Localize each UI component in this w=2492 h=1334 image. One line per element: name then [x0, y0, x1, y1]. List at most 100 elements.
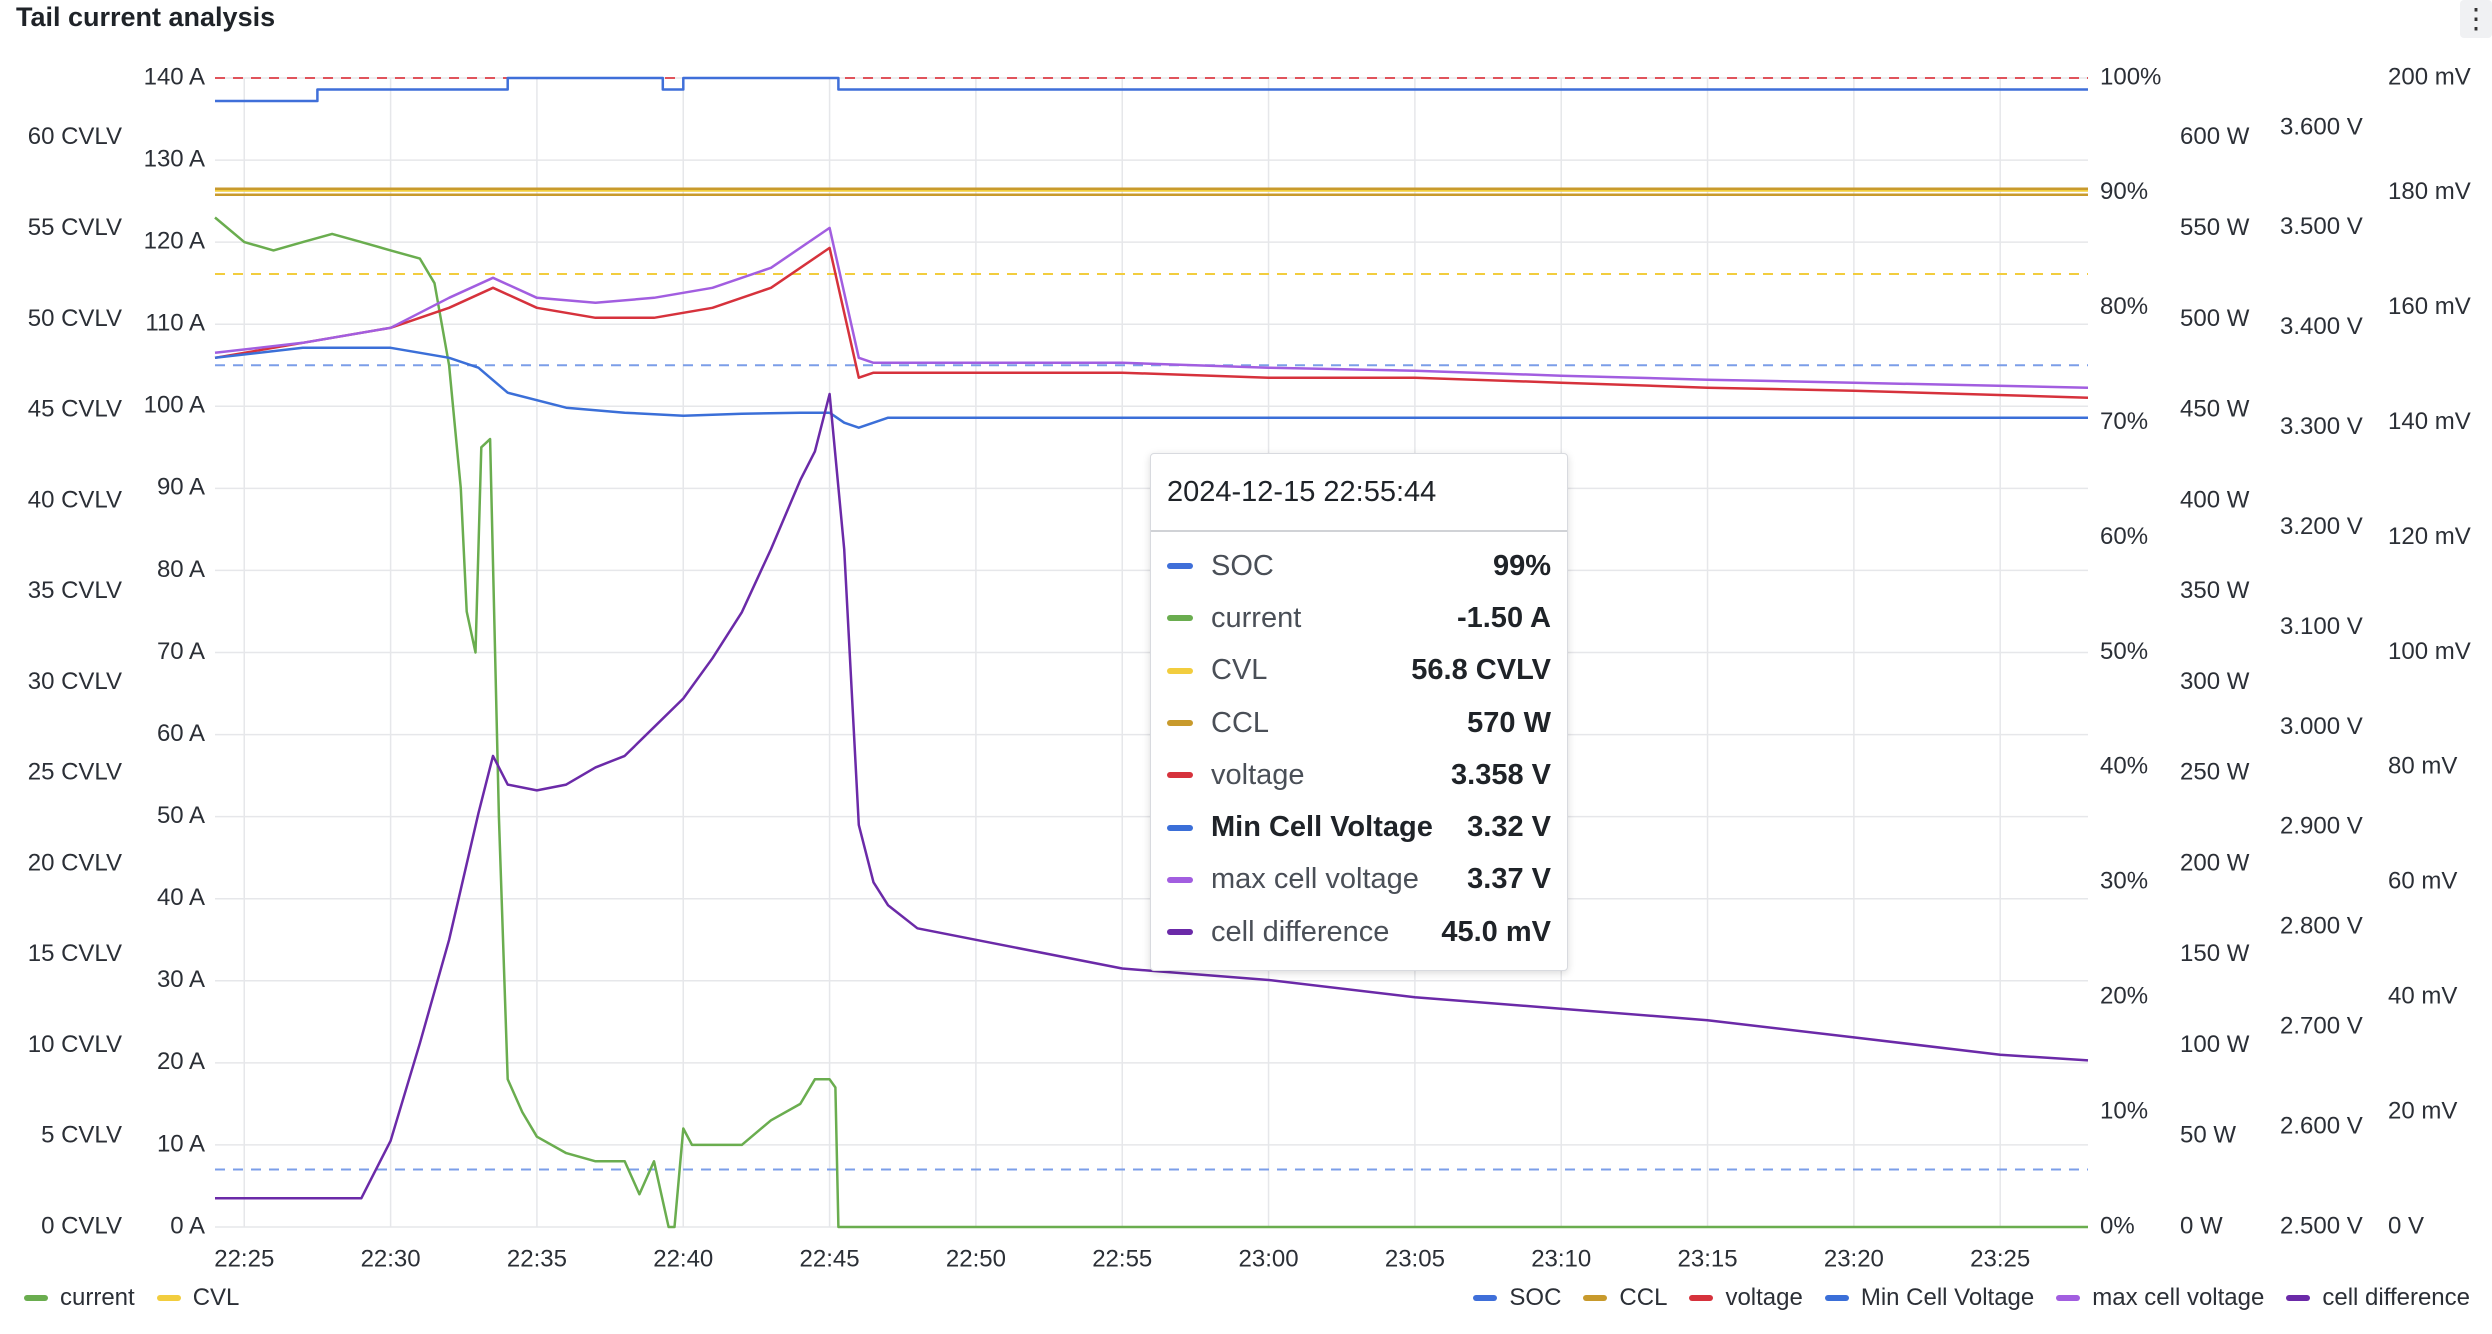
y-tick-volts: 2.900 V — [2280, 813, 2363, 840]
legend-item-max-cell-voltage[interactable]: max cell voltage — [2056, 1284, 2264, 1312]
tooltip-series-name: CCL — [1211, 706, 1270, 739]
tooltip-series-name: cell difference — [1211, 915, 1390, 948]
series-min-cell-voltage — [214, 346, 2088, 429]
y-tick-mv: 140 mV — [2388, 408, 2471, 435]
y-tick-cvlv: 5 CVLV — [41, 1122, 122, 1149]
legend-swatch-icon — [24, 1295, 48, 1301]
y-tick-watts: 200 W — [2180, 849, 2250, 876]
legend-left: current CVL — [24, 1281, 261, 1315]
y-tick-watts: 450 W — [2180, 396, 2250, 423]
x-tick-label: 22:55 — [1092, 1245, 1152, 1272]
x-tick-label: 23:15 — [1678, 1245, 1738, 1272]
legend-swatch-icon — [2056, 1295, 2081, 1301]
x-tick-label: 22:25 — [214, 1245, 274, 1272]
legend-item-soc[interactable]: SOC — [1473, 1284, 1561, 1312]
series-lines — [214, 76, 2089, 1229]
y-tick-percent: 30% — [2100, 868, 2148, 895]
tooltip-series-value: 56.8 CVLV — [1411, 654, 1551, 687]
panel-menu-button[interactable]: ⋮ — [2460, 0, 2492, 38]
y-tick-volts: 2.800 V — [2280, 913, 2363, 940]
tooltip-series-name: SOC — [1211, 549, 1274, 582]
legend-item-voltage[interactable]: voltage — [1689, 1284, 1803, 1312]
tooltip-series-name: current — [1211, 601, 1302, 634]
y-tick-amps: 70 A — [157, 638, 205, 665]
y-tick-watts: 250 W — [2180, 759, 2250, 786]
legend-swatch-icon — [1689, 1295, 1714, 1301]
y-tick-watts: 100 W — [2180, 1031, 2250, 1058]
tooltip-row: SOC 99% — [1151, 540, 1567, 592]
y-tick-watts: 350 W — [2180, 577, 2250, 604]
series-swatch-icon — [1167, 876, 1193, 883]
tooltip-row: cell difference 45.0 mV — [1151, 906, 1567, 958]
y-tick-mv: 120 mV — [2388, 523, 2471, 550]
y-tick-amps: 90 A — [157, 474, 205, 501]
x-tick-label: 23:20 — [1824, 1245, 1884, 1272]
x-tick-label: 23:05 — [1385, 1245, 1445, 1272]
y-tick-mv: 60 mV — [2388, 868, 2457, 895]
y-tick-mv: 160 mV — [2388, 293, 2471, 320]
legend-swatch-icon — [1473, 1295, 1498, 1301]
y-tick-amps: 120 A — [144, 227, 205, 254]
y-tick-cvlv: 10 CVLV — [28, 1031, 122, 1058]
y-tick-amps: 10 A — [157, 1130, 205, 1157]
legend-item-current[interactable]: current — [24, 1284, 135, 1312]
y-tick-volts: 3.000 V — [2280, 713, 2363, 740]
series-voltage — [214, 246, 2089, 399]
y-tick-watts: 600 W — [2180, 123, 2250, 150]
legend-item-ccl[interactable]: CCL — [1583, 1284, 1667, 1312]
y-tick-watts: 500 W — [2180, 305, 2250, 332]
y-tick-amps: 80 A — [157, 556, 205, 583]
tooltip-series-value: -1.50 A — [1456, 601, 1551, 634]
legend-swatch-icon — [1583, 1295, 1608, 1301]
y-tick-percent: 60% — [2100, 523, 2148, 550]
legend-item-cell-difference[interactable]: cell difference — [2286, 1284, 2470, 1312]
tooltip-series-name: max cell voltage — [1211, 863, 1419, 896]
y-tick-percent: 10% — [2100, 1097, 2148, 1124]
tooltip-series-name: voltage — [1211, 758, 1305, 791]
y-tick-volts: 3.400 V — [2280, 313, 2363, 340]
y-tick-percent: 100% — [2100, 63, 2161, 90]
y-tick-cvlv: 15 CVLV — [28, 940, 122, 967]
legend-swatch-icon — [2286, 1295, 2311, 1301]
x-tick-label: 22:50 — [946, 1245, 1006, 1272]
legend-label: voltage — [1725, 1284, 1803, 1311]
legend-swatch-icon — [156, 1295, 181, 1301]
y-tick-cvlv: 55 CVLV — [28, 214, 122, 241]
y-tick-amps: 110 A — [145, 310, 205, 337]
tooltip-row: voltage 3.358 V — [1151, 749, 1567, 801]
x-tick-label: 22:30 — [361, 1245, 421, 1272]
y-tick-mv: 180 mV — [2388, 178, 2471, 205]
panel-title: Tail current analysis — [16, 2, 276, 32]
y-tick-amps: 30 A — [157, 966, 205, 993]
legend-label: cell difference — [2322, 1284, 2470, 1311]
series-swatch-icon — [1167, 615, 1193, 622]
y-tick-cvlv: 20 CVLV — [28, 849, 122, 876]
y-tick-amps: 100 A — [144, 392, 205, 419]
y-tick-percent: 70% — [2100, 408, 2148, 435]
y-tick-amps: 50 A — [157, 802, 205, 829]
y-tick-percent: 90% — [2100, 178, 2148, 205]
y-tick-cvlv: 40 CVLV — [28, 486, 122, 513]
legend-label: CVL — [192, 1284, 240, 1311]
legend-item-min-cell-voltage[interactable]: Min Cell Voltage — [1824, 1284, 2034, 1312]
series-soc — [215, 76, 2088, 103]
y-tick-mv: 80 mV — [2388, 753, 2457, 780]
x-tick-label: 22:40 — [653, 1245, 713, 1272]
y-tick-amps: 140 A — [144, 63, 205, 90]
series-swatch-icon — [1167, 563, 1193, 570]
tooltip-series-value: 3.358 V — [1451, 758, 1551, 791]
tooltip-series-value: 45.0 mV — [1441, 915, 1551, 948]
tooltip-row: Min Cell Voltage 3.32 V — [1151, 801, 1567, 853]
tooltip-series-value: 99% — [1492, 549, 1551, 582]
legend-item-cvl[interactable]: CVL — [156, 1284, 240, 1312]
series-cell-difference — [215, 392, 2089, 1200]
legend-label: SOC — [1509, 1284, 1562, 1311]
y-tick-watts: 300 W — [2180, 668, 2250, 695]
tooltip-row: CCL 570 W — [1151, 697, 1567, 749]
series-current — [214, 216, 2088, 1229]
series-swatch-icon — [1167, 667, 1193, 674]
y-tick-mv: 20 mV — [2388, 1097, 2457, 1124]
y-tick-amps: 0 A — [170, 1212, 205, 1239]
x-tick-label: 22:45 — [800, 1245, 860, 1272]
